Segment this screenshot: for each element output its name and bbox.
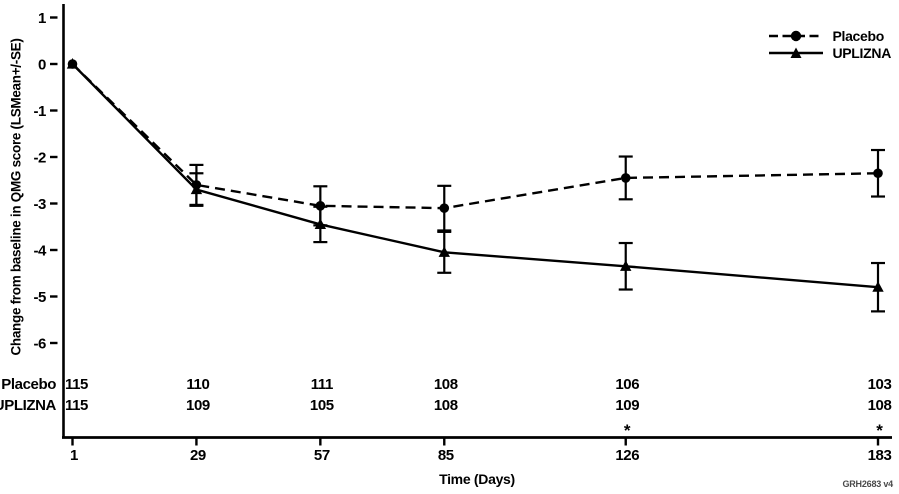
n-count: 105 xyxy=(310,397,334,414)
y-tick-label: 1 xyxy=(38,10,46,27)
uplizna-marker xyxy=(438,246,450,257)
x-tick-label: 1 xyxy=(70,447,78,464)
figure-code: GRH2683 v4 xyxy=(842,479,893,489)
n-count: 115 xyxy=(65,376,88,393)
x-tick-label: 85 xyxy=(438,447,454,464)
y-tick-label: -4 xyxy=(33,243,47,260)
uplizna-marker xyxy=(872,281,884,292)
x-tick-label: 29 xyxy=(190,447,206,464)
circle-marker-icon xyxy=(791,30,802,41)
n-count: 109 xyxy=(615,397,639,414)
n-count: 109 xyxy=(186,397,210,414)
placebo-marker xyxy=(191,180,202,190)
uplizna-marker xyxy=(620,260,632,271)
placebo-dashed-line-sample xyxy=(769,30,824,41)
y-tick-label: -6 xyxy=(33,336,46,353)
n-table-row-label: UPLIZNA xyxy=(0,397,57,414)
n-count: 108 xyxy=(434,397,458,414)
legend-item-placebo: Placebo xyxy=(768,27,891,44)
uplizna-marker xyxy=(314,218,327,230)
triangle-marker-icon xyxy=(790,47,802,58)
y-tick-label: -5 xyxy=(33,289,46,306)
placebo-marker xyxy=(873,168,883,179)
placebo-marker xyxy=(67,59,78,69)
legend-label-uplizna: UPLIZNA xyxy=(832,44,891,61)
n-count: 111 xyxy=(311,376,333,393)
uplizna-solid-line-sample xyxy=(769,47,824,58)
n-count: 110 xyxy=(186,376,209,393)
placebo-marker xyxy=(620,173,631,183)
n-count: 106 xyxy=(615,376,639,393)
y-tick-label: 0 xyxy=(38,57,46,74)
n-count: 108 xyxy=(434,376,458,393)
n-count: 115 xyxy=(65,397,88,414)
x-axis-title: Time (Days) xyxy=(439,471,515,487)
y-tick-label: -1 xyxy=(33,103,46,120)
legend-label-placebo: Placebo xyxy=(832,27,885,44)
x-tick-label: 183 xyxy=(868,447,892,464)
significance-asterisk: * xyxy=(624,421,631,440)
legend: Placebo UPLIZNA xyxy=(768,27,891,61)
significance-asterisk: * xyxy=(876,421,883,440)
x-tick-label: 57 xyxy=(314,447,330,464)
y-tick-label: -3 xyxy=(33,196,46,213)
legend-item-uplizna: UPLIZNA xyxy=(768,44,891,61)
y-tick-label: -2 xyxy=(33,150,46,167)
n-count: 108 xyxy=(868,397,892,414)
n-table-row-label: Placebo xyxy=(1,376,56,393)
placebo-line xyxy=(71,63,879,210)
uplizna-line xyxy=(71,63,879,289)
x-tick-label: 126 xyxy=(615,447,639,464)
placebo-marker xyxy=(315,201,326,211)
placebo-marker xyxy=(439,203,450,213)
n-count: 103 xyxy=(868,376,892,393)
